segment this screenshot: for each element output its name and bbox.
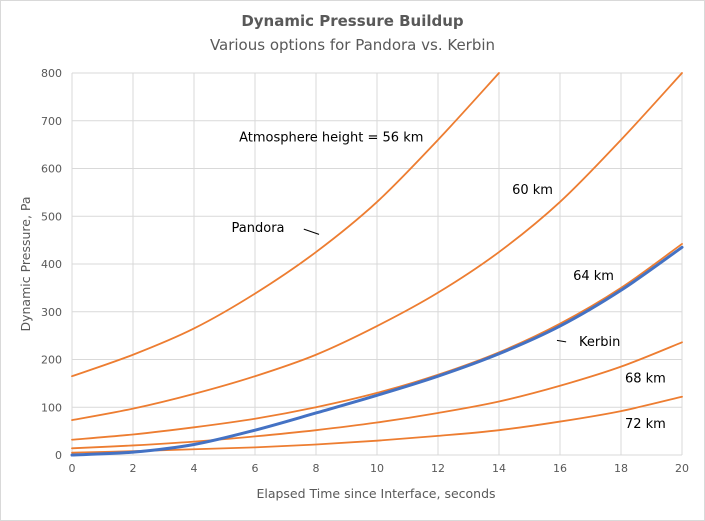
series-line-0 <box>71 72 500 378</box>
x-tick-label: 16 <box>553 462 567 475</box>
x-tick-label: 4 <box>191 462 198 475</box>
x-axis-label: Elapsed Time since Interface, seconds <box>256 486 495 501</box>
chart-title: Dynamic Pressure Buildup <box>241 12 464 30</box>
y-tick-label: 300 <box>41 306 62 319</box>
y-tick-label: 400 <box>41 258 62 271</box>
x-tick-label: 6 <box>252 462 259 475</box>
y-tick-label: 800 <box>41 67 62 80</box>
y-tick-label: 100 <box>41 401 62 414</box>
x-tick-label: 0 <box>69 462 76 475</box>
series-lines <box>70 72 684 457</box>
x-tick-label: 12 <box>431 462 445 475</box>
series-line-2 <box>71 243 683 441</box>
series-line-4 <box>71 395 683 454</box>
leader-line <box>303 228 320 235</box>
series-line-3 <box>71 341 683 450</box>
y-axis-label: Dynamic Pressure, Pa <box>18 196 33 331</box>
x-tick-label: 18 <box>614 462 628 475</box>
series-line-5 <box>70 245 684 457</box>
annotation-label: 72 km <box>625 417 666 432</box>
annotation-label: Kerbin <box>579 335 620 350</box>
x-tick-label: 10 <box>370 462 384 475</box>
annotation-label: 68 km <box>625 372 666 387</box>
x-tick-label: 8 <box>313 462 320 475</box>
leader-line <box>556 339 567 343</box>
x-tick-label: 14 <box>492 462 506 475</box>
annotations: Atmosphere height = 56 km 60 km Pandora 64 … <box>232 130 666 432</box>
chart-subtitle: Various options for Pandora vs. Kerbin <box>209 36 496 54</box>
y-tick-label: 600 <box>41 163 62 176</box>
annotation-label: Pandora <box>232 221 285 236</box>
x-tick-label: 2 <box>130 462 137 475</box>
annotation-label: 60 km <box>512 183 553 198</box>
y-tick-label: 500 <box>41 210 62 223</box>
series-line-1 <box>71 72 683 422</box>
y-tick-label: 700 <box>41 115 62 128</box>
grid <box>71 72 683 456</box>
annotation-label: 64 km <box>573 269 614 284</box>
x-tick-label: 20 <box>675 462 689 475</box>
annotation-label: Atmosphere height = 56 km <box>239 130 423 145</box>
tick-labels: 0 2 4 6 8 10 12 14 16 18 2001002003004005006007008… <box>41 67 689 475</box>
y-tick-label: 200 <box>41 354 62 367</box>
y-tick-label: 0 <box>55 449 62 462</box>
